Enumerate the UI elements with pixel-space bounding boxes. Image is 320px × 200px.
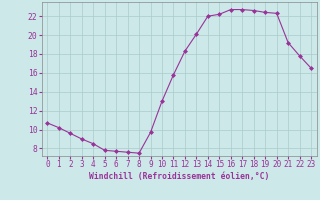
X-axis label: Windchill (Refroidissement éolien,°C): Windchill (Refroidissement éolien,°C): [89, 172, 269, 181]
